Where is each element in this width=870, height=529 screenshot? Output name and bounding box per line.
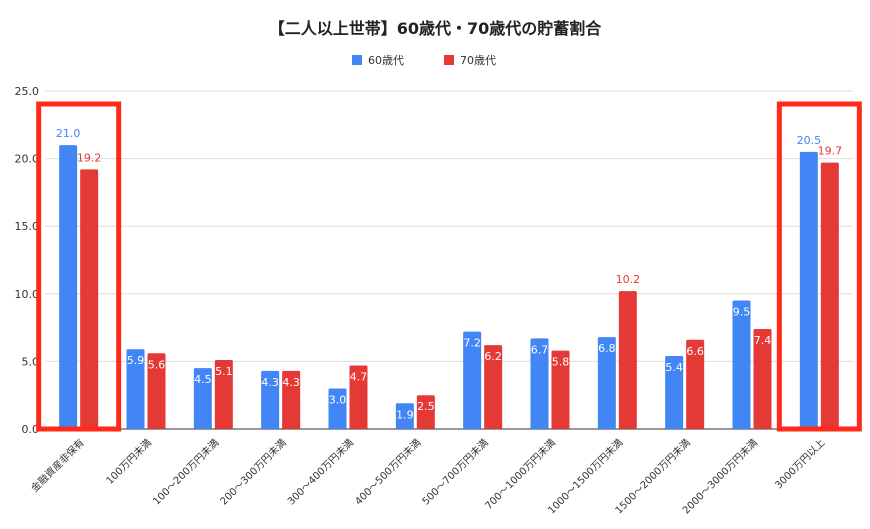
x-tick-label: 700～1000万円未満 [483, 437, 558, 512]
bar-70s-4 [349, 365, 368, 429]
data-label: 7.4 [754, 334, 772, 347]
data-label: 1.9 [396, 408, 414, 421]
bar-70s-1 [147, 353, 166, 429]
bar-70s-5 [416, 395, 435, 429]
chart-title: 【二人以上世帯】60歳代・70歳代の貯蓄割合 [269, 19, 603, 38]
bar-70s-2 [214, 360, 233, 429]
bar-60s-1 [126, 349, 145, 429]
highlight-box [776, 101, 862, 432]
y-tick-label: 10.0 [15, 288, 40, 301]
x-tick-label: 3000万円以上 [773, 437, 828, 492]
data-label: 4.7 [350, 370, 368, 383]
data-label: 2.5 [417, 400, 435, 413]
data-label: 6.7 [531, 343, 549, 356]
bar-60s-6 [463, 331, 482, 429]
data-label: 19.2 [77, 151, 102, 164]
data-label: 5.8 [552, 356, 570, 369]
data-label: 5.4 [665, 361, 683, 374]
data-label: 6.8 [598, 342, 616, 355]
data-label: 5.6 [148, 358, 166, 371]
highlight-boxes [36, 101, 862, 432]
data-label: 6.6 [686, 345, 704, 358]
bar-60s-9 [665, 355, 684, 429]
y-tick-label: 0.0 [22, 423, 40, 436]
bar-60s-4 [328, 388, 347, 429]
bar-60s-8 [597, 337, 616, 429]
gridlines [45, 90, 853, 430]
data-label: 5.1 [215, 365, 233, 378]
legend: 60歳代 70歳代 [352, 54, 496, 67]
data-labels: 21.0 19.2 5.9 5.6 4.55.1 4.3 4.3 3.04.7 1.92.5 7.… [56, 127, 842, 421]
y-tick-label: 5.0 [22, 355, 40, 368]
data-label: 3.0 [329, 393, 347, 406]
data-label: 4.5 [194, 373, 212, 386]
x-tick-label: 400～500万円未満 [353, 437, 424, 508]
y-tick-label: 25.0 [15, 85, 40, 98]
bar-60s-3 [261, 370, 280, 429]
data-label: 6.2 [484, 350, 502, 363]
y-axis: 0.0 5.0 10.0 15.0 20.0 25.0 [15, 85, 40, 436]
x-tick-label: 2000～3000万円未満 [680, 437, 760, 517]
data-label: 9.5 [733, 306, 751, 319]
bar-70s-6 [484, 345, 503, 429]
bar-60s-0 [59, 145, 78, 429]
x-tick-label: 300～400万円未満 [285, 437, 356, 508]
x-tick-label: 100万円未満 [104, 437, 154, 487]
y-tick-label: 15.0 [15, 220, 40, 233]
bar-70s-10 [753, 328, 772, 429]
legend-label-1: 70歳代 [460, 54, 496, 67]
bar-70s-8 [618, 291, 637, 429]
bar-70s-0 [80, 169, 99, 429]
bar-60s-7 [530, 338, 549, 429]
legend-label-0: 60歳代 [368, 54, 404, 67]
data-label: 7.2 [463, 337, 481, 350]
x-tick-label: 200～300万円未満 [218, 437, 289, 508]
data-label: 5.9 [127, 354, 145, 367]
x-tick-label: 金融資産非保有 [28, 436, 87, 495]
bar-60s-5 [395, 403, 414, 429]
data-label: 4.3 [282, 376, 300, 389]
y-tick-label: 20.0 [15, 153, 40, 166]
bars [59, 145, 839, 429]
legend-swatch-1 [444, 55, 454, 65]
bar-70s-7 [551, 350, 570, 429]
bar-70s-9 [686, 339, 705, 429]
bar-60s-10 [732, 300, 751, 429]
x-tick-label: 500～700万円未満 [420, 437, 491, 508]
data-label: 19.7 [818, 145, 843, 158]
x-tick-label: 100～200万円未満 [151, 437, 222, 508]
x-tick-label: 1500～2000万円未満 [613, 437, 693, 517]
bar-60s-2 [193, 368, 212, 429]
bar-70s-3 [282, 370, 301, 429]
bar-60s-11 [799, 151, 818, 429]
x-axis: 金融資産非保有 100万円未満100～200万円未満200～300万円未満300～… [28, 436, 827, 517]
bar-70s-11 [820, 162, 839, 429]
data-label: 20.5 [797, 134, 822, 147]
legend-swatch-0 [352, 55, 362, 65]
data-label: 10.2 [616, 273, 641, 286]
data-label: 21.0 [56, 127, 81, 140]
x-tick-label: 1000～1500万円未満 [546, 437, 626, 517]
data-label: 4.3 [261, 376, 279, 389]
highlight-box [36, 101, 122, 432]
